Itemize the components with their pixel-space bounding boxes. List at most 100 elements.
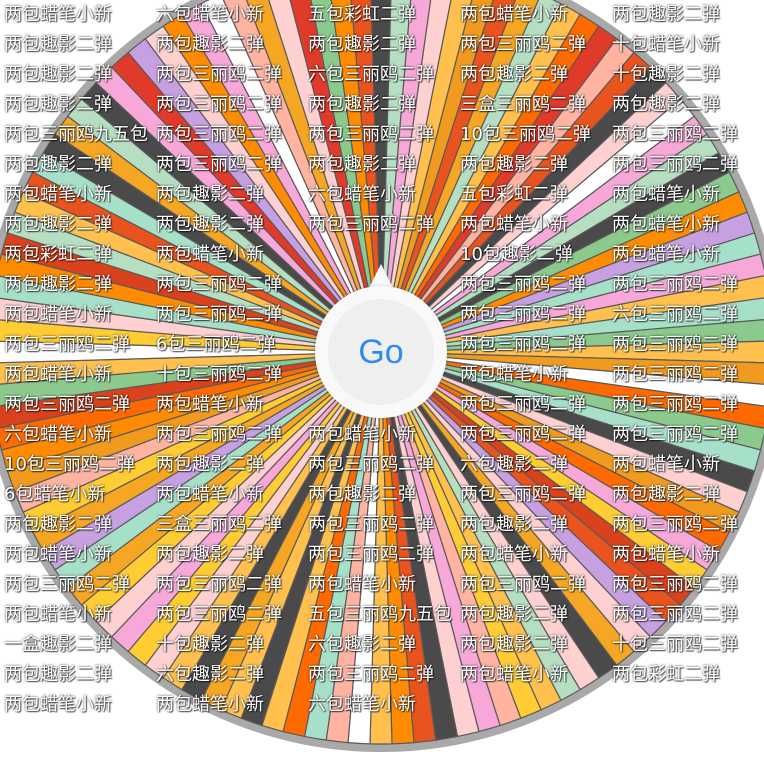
go-button[interactable]: Go	[328, 299, 434, 405]
segment-label: 两包趣影二弹	[612, 484, 720, 505]
segment-label: 两包蜡笔小新	[612, 184, 720, 205]
segment-label: 两包趣影二弹	[156, 544, 264, 565]
segment-label: 六包蜡笔小新	[308, 694, 416, 715]
segment-label: 两包趣影二弹	[460, 64, 568, 85]
segment-label: 两包蜡笔小新	[4, 304, 112, 325]
segment-label: 两包趣影二弹	[4, 64, 112, 85]
segment-label: 两包三丽鸥二弹	[156, 94, 282, 115]
segment-label: 两包三丽鸥二弹	[612, 394, 738, 415]
segment-label: 两包蜡笔小新	[460, 544, 568, 565]
segment-label: 六包蜡笔小新	[308, 184, 416, 205]
segment-label: 两包三丽鸥二弹	[4, 334, 130, 355]
segment-label: 两包三丽鸥二弹	[460, 394, 586, 415]
wheel-segment	[380, 253, 764, 353]
segment-label: 两包三丽鸥二弹	[460, 334, 586, 355]
segment-label: 两包三丽鸥二弹	[460, 424, 586, 445]
segment-label: 两包趣影二弹	[156, 454, 264, 475]
segment-label: 两包三丽鸥二弹	[612, 604, 738, 625]
segment-label: 两包三丽鸥二弹	[460, 34, 586, 55]
segment-label: 两包蜡笔小新	[612, 214, 720, 235]
segment-label: 两包三丽鸥二弹	[156, 424, 282, 445]
segment-label: 六包蜡笔小新	[156, 4, 264, 25]
segment-label: 五包彩虹二弹	[460, 184, 568, 205]
wheel-segment	[268, 0, 382, 353]
wheel-segment	[370, 0, 392, 353]
segment-label: 两包蜡笔小新	[612, 544, 720, 565]
segment-label: 两包三丽鸥二弹	[156, 154, 282, 175]
segment-label: 两包彩虹二弹	[4, 244, 112, 265]
segment-label: 两包三丽鸥二弹	[612, 334, 738, 355]
segment-label: 六包趣影二弹	[156, 664, 264, 685]
wheel-segment	[380, 297, 764, 353]
segment-label: 两包三丽鸥二弹	[156, 604, 282, 625]
segment-label: 两包蜡笔小新	[156, 694, 264, 715]
wheel-segment	[380, 275, 764, 353]
segment-label: 两包趣影二弹	[156, 34, 264, 55]
segment-label: 两包蜡笔小新	[156, 484, 264, 505]
segment-label: 六包蜡笔小新	[4, 424, 112, 445]
segment-label: 两包蜡笔小新	[460, 364, 568, 385]
segment-label: 两包三丽鸥二弹	[156, 574, 282, 595]
segment-label: 两包趣影二弹	[308, 154, 416, 175]
segment-label: 两包三丽鸥二弹	[156, 64, 282, 85]
segment-label: 两包三丽鸥二弹	[612, 274, 738, 295]
segment-label: 两包三丽鸥九五包	[4, 124, 148, 145]
wheel-segment	[222, 0, 382, 353]
segment-label: 两包趣影二弹	[4, 154, 112, 175]
segment-label: 两包趣影二弹	[156, 214, 264, 235]
segment-label: 两包趣影二弹	[612, 4, 720, 25]
wheel-segment	[380, 340, 764, 364]
segment-label: 两包三丽鸥二弹	[4, 574, 130, 595]
segment-label: 两包蜡笔小新	[4, 604, 112, 625]
segment-label: 六包趣影二弹	[460, 454, 568, 475]
segment-label: 两包蜡笔小新	[4, 4, 112, 25]
go-button-label: Go	[358, 333, 404, 371]
segment-label: 两包三丽鸥二弹	[308, 664, 434, 685]
segment-label: 两包蜡笔小新	[156, 244, 264, 265]
segment-label: 十包三丽鸥二弹	[612, 634, 738, 655]
segment-label: 两包三丽鸥二弹	[156, 304, 282, 325]
segment-label: 两包三丽鸥二弹	[612, 124, 738, 145]
segment-label: 10包趣影二弹	[460, 244, 573, 265]
segment-label: 两包趣影二弹	[4, 94, 112, 115]
segment-label: 两包三丽鸥二弹	[308, 544, 434, 565]
segment-label: 两包趣影二弹	[4, 514, 112, 535]
segment-label: 两包三丽鸥二弹	[308, 454, 434, 475]
segment-label: 十包三丽鸥二弹	[156, 364, 282, 385]
wheel-segment	[310, 0, 382, 353]
segment-label: 两包趣影二弹	[308, 34, 416, 55]
segment-label: 两包三丽鸥二弹	[308, 124, 434, 145]
segment-label: 两包蜡笔小新	[4, 184, 112, 205]
segment-label: 两包蜡笔小新	[460, 214, 568, 235]
segment-label: 两包蜡笔小新	[612, 454, 720, 475]
segment-label: 两包三丽鸥二弹	[156, 274, 282, 295]
segment-label: 两包蜡笔小新	[4, 364, 112, 385]
spin-control: Go	[315, 264, 447, 418]
segment-label: 两包蜡笔小新	[4, 544, 112, 565]
segment-label: 一盒趣影二弹	[4, 634, 112, 655]
segment-label: 两包蜡笔小新	[308, 424, 416, 445]
segment-label: 六包趣影二弹	[308, 634, 416, 655]
segment-label: 两包趣影二弹	[460, 634, 568, 655]
segment-label: 两包趣影二弹	[4, 34, 112, 55]
segment-label: 6包三丽鸥二弹	[156, 334, 276, 355]
segment-label: 两包趣影二弹	[4, 214, 112, 235]
segment-label: 两包三丽鸥二弹	[4, 394, 130, 415]
segment-label: 三盒三丽鸥二弹	[156, 514, 282, 535]
segment-label: 10包三丽鸥二弹	[4, 454, 135, 475]
wheel-segment	[200, 0, 382, 353]
segment-label: 两包蜡笔小新	[612, 244, 720, 265]
segment-label: 两包趣影二弹	[4, 274, 112, 295]
segment-label: 两包彩虹二弹	[612, 664, 720, 685]
segment-label: 两包三丽鸥二弹	[308, 514, 434, 535]
segment-label: 两包三丽鸥二弹	[612, 574, 738, 595]
segment-label: 两包三丽鸥二弹	[460, 304, 586, 325]
segment-label: 两包趣影二弹	[460, 604, 568, 625]
segment-label: 两包蜡笔小新	[156, 394, 264, 415]
segment-label: 两包三丽鸥二弹	[612, 154, 738, 175]
segment-label: 两包三丽鸥二弹	[460, 274, 586, 295]
segment-label: 两包三丽鸥二弹	[308, 214, 434, 235]
segment-label: 两包蜡笔小新	[460, 4, 568, 25]
segment-label: 两包三丽鸥二弹	[612, 514, 738, 535]
